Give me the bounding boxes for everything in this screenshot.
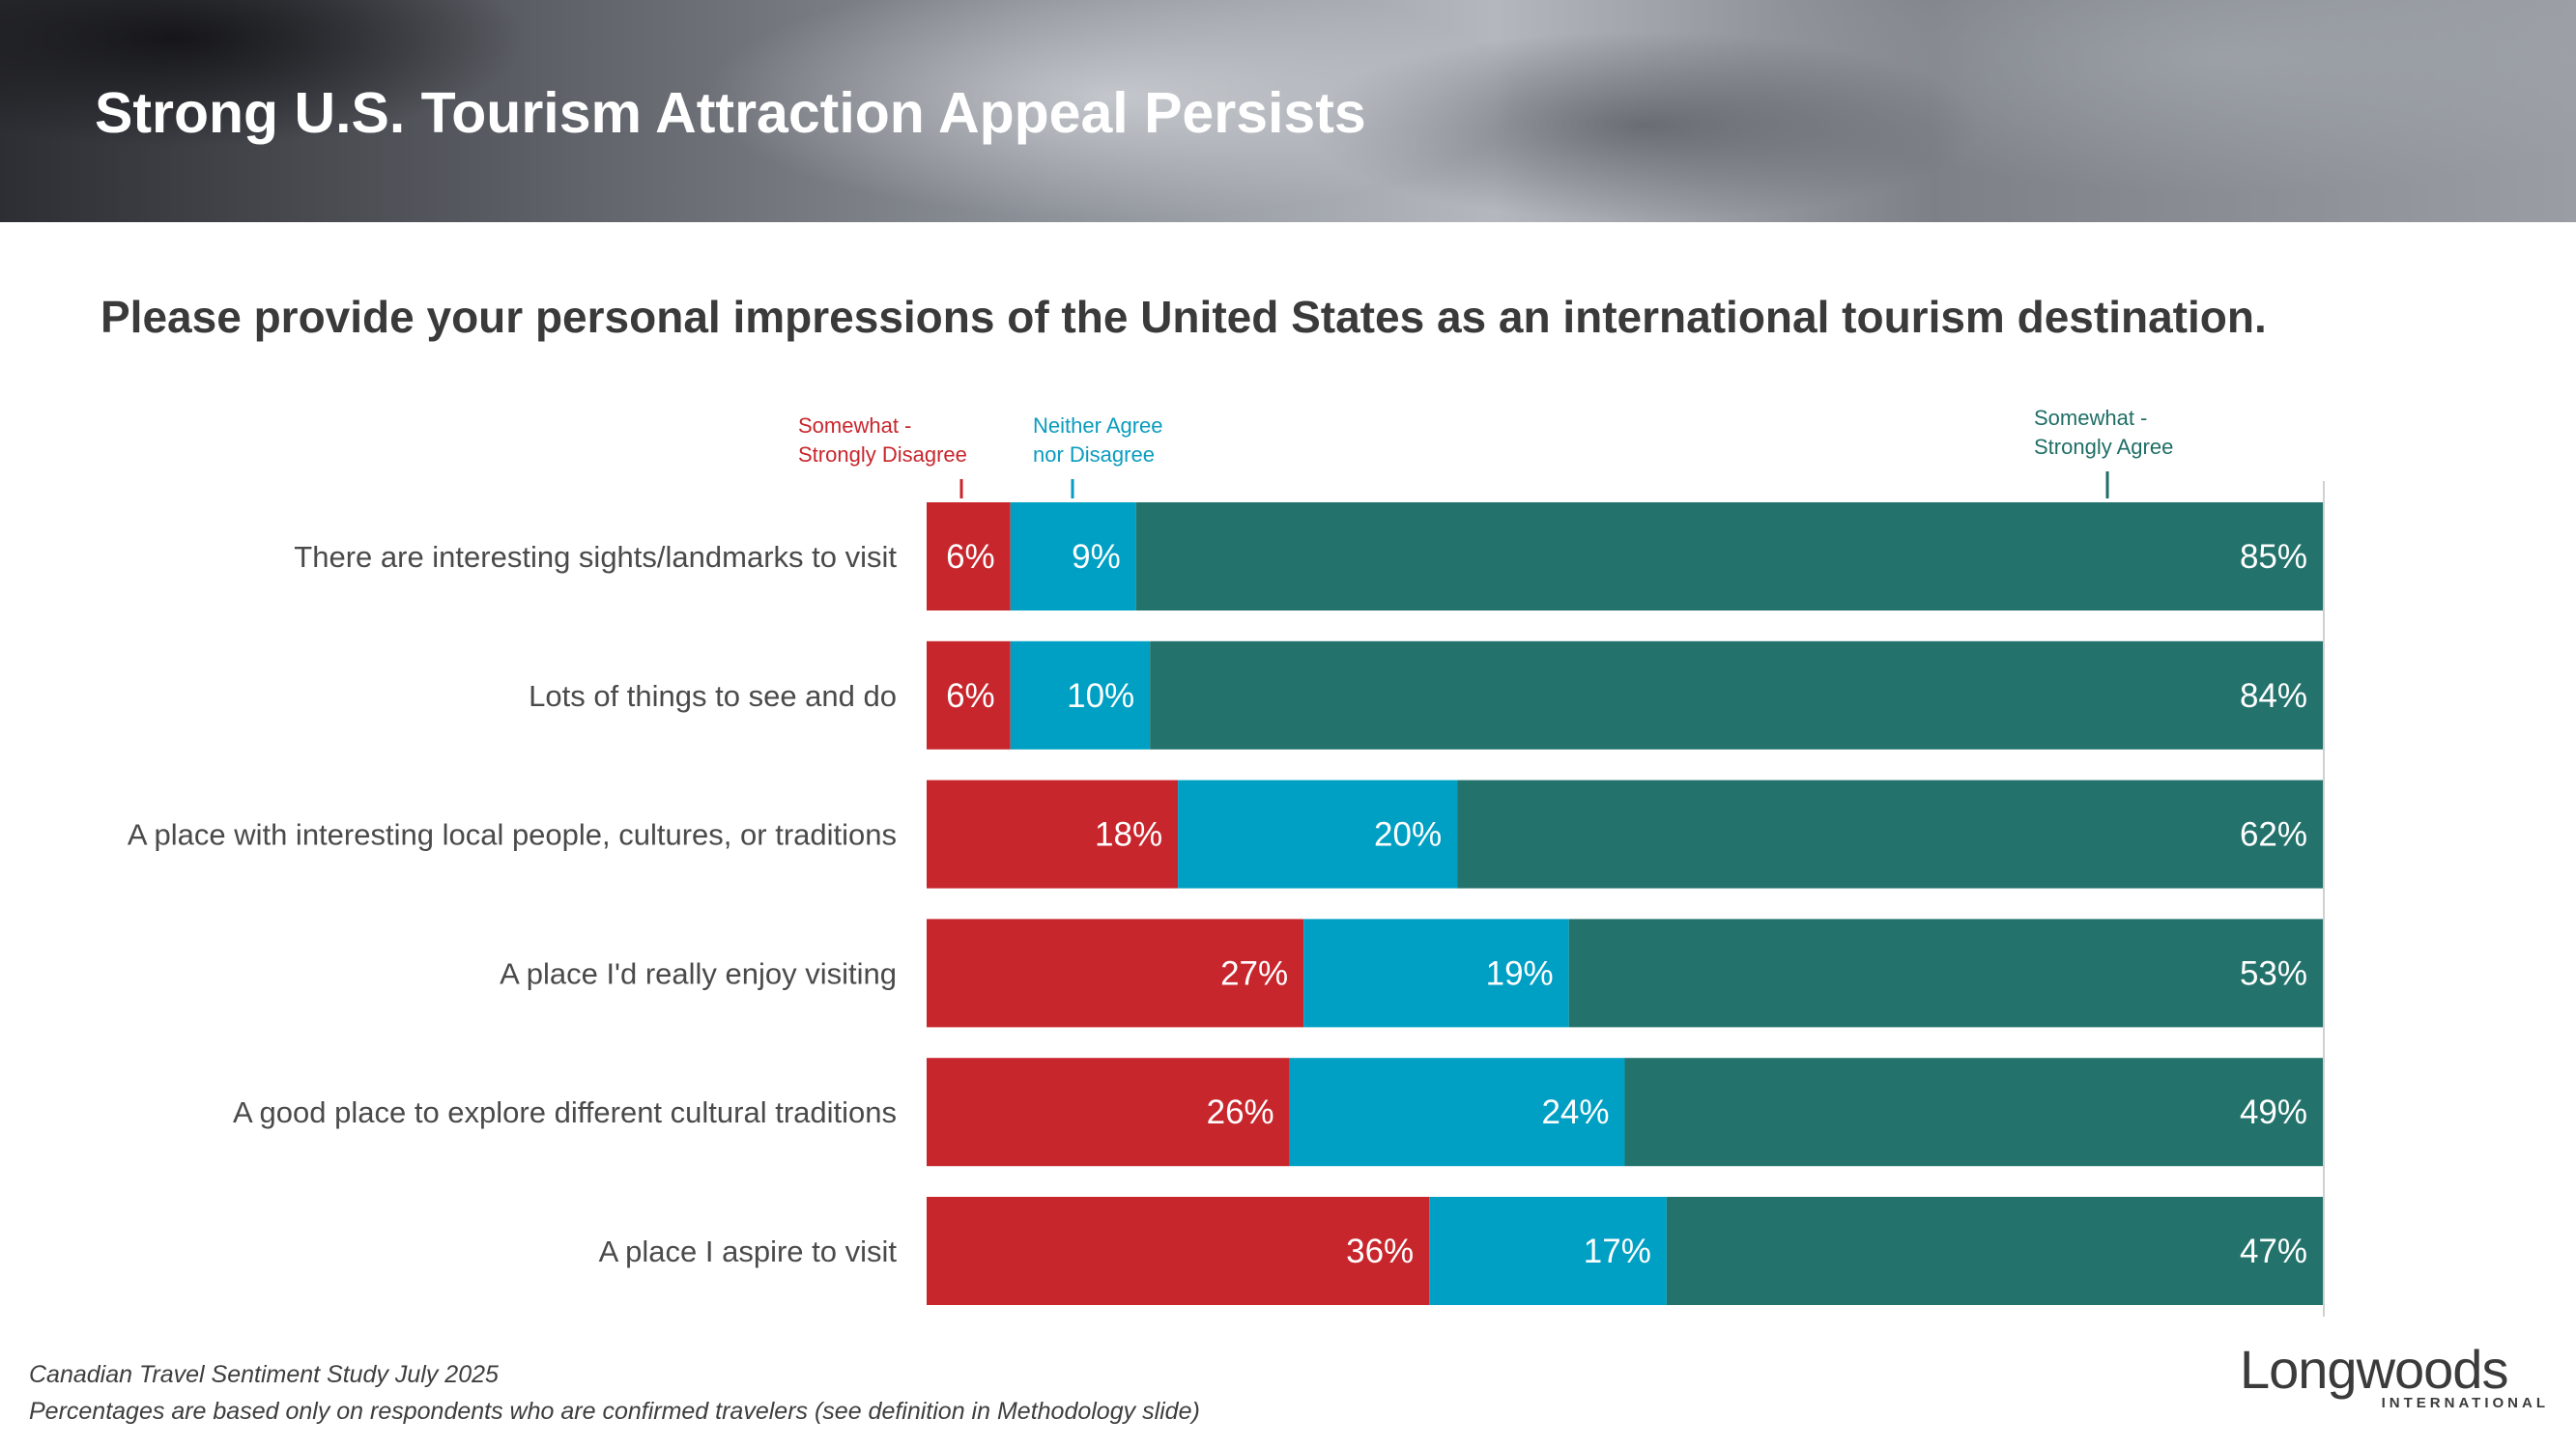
slide-title: Strong U.S. Tourism Attraction Appeal Pe… bbox=[95, 81, 1366, 145]
bar-disagree bbox=[927, 502, 1011, 610]
bar-disagree bbox=[927, 1197, 1430, 1305]
legend-label-neutral: Neither Agree bbox=[1033, 413, 1163, 438]
category-label: Lots of things to see and do bbox=[529, 679, 897, 713]
bar-label-neutral: 20% bbox=[1374, 816, 1442, 854]
bar-label-neutral: 19% bbox=[1486, 954, 1554, 992]
bar-label-disagree: 18% bbox=[1095, 816, 1162, 854]
bar-neutral bbox=[1010, 640, 1151, 750]
bar-label-agree: 49% bbox=[2240, 1093, 2307, 1131]
bar-label-disagree: 26% bbox=[1207, 1093, 1274, 1131]
method-note: Percentages are based only on respondent… bbox=[29, 1398, 1200, 1425]
legend-label-neutral: nor Disagree bbox=[1033, 442, 1155, 467]
bar-disagree bbox=[927, 919, 1304, 1028]
bar-label-agree: 53% bbox=[2240, 954, 2307, 992]
bar-neutral bbox=[1429, 1197, 1667, 1305]
category-label: A place with interesting local people, c… bbox=[128, 818, 897, 852]
bar-neutral bbox=[1289, 1058, 1625, 1167]
bar-label-disagree: 36% bbox=[1346, 1233, 1414, 1270]
bar-label-neutral: 9% bbox=[1072, 538, 1121, 576]
bar-label-agree: 84% bbox=[2240, 677, 2307, 715]
bar-neutral bbox=[1178, 780, 1458, 889]
bar-neutral bbox=[1303, 919, 1569, 1028]
legend-label-agree: Strongly Agree bbox=[2034, 435, 2173, 459]
bar-label-disagree: 6% bbox=[946, 677, 995, 715]
bar-disagree bbox=[927, 1058, 1290, 1167]
bar-label-neutral: 17% bbox=[1584, 1233, 1651, 1270]
bar-agree bbox=[1568, 919, 2323, 1028]
bar-label-neutral: 10% bbox=[1067, 677, 1134, 715]
bar-label-agree: 62% bbox=[2240, 816, 2307, 854]
bar-label-agree: 47% bbox=[2240, 1233, 2307, 1270]
category-label: A place I aspire to visit bbox=[599, 1235, 898, 1268]
legend-label-disagree: Strongly Disagree bbox=[798, 442, 967, 467]
bar-agree bbox=[1624, 1058, 2323, 1167]
legend-label-agree: Somewhat - bbox=[2034, 406, 2147, 430]
bar-agree bbox=[1666, 1197, 2323, 1305]
legend-label-disagree: Somewhat - bbox=[798, 413, 911, 438]
bar-label-disagree: 6% bbox=[946, 538, 995, 576]
bar-label-disagree: 27% bbox=[1220, 954, 1288, 992]
category-label: A place I'd really enjoy visiting bbox=[500, 956, 897, 990]
bar-neutral bbox=[1010, 502, 1136, 610]
logo-tagline: INTERNATIONAL bbox=[2381, 1395, 2549, 1411]
bar-disagree bbox=[927, 780, 1179, 889]
survey-question: Please provide your personal impressions… bbox=[100, 292, 2267, 342]
bar-agree bbox=[1135, 502, 2323, 610]
bar-agree bbox=[1150, 640, 2323, 750]
bar-agree bbox=[1457, 780, 2323, 889]
category-label: A good place to explore different cultur… bbox=[233, 1095, 897, 1129]
logo-wordmark: Longwoods bbox=[2240, 1339, 2508, 1400]
longwoods-logo: Longwoods INTERNATIONAL bbox=[2240, 1341, 2549, 1416]
bar-label-agree: 85% bbox=[2240, 538, 2307, 576]
category-label: There are interesting sights/landmarks t… bbox=[294, 540, 897, 574]
source-note: Canadian Travel Sentiment Study July 202… bbox=[29, 1361, 499, 1388]
header-banner: Strong U.S. Tourism Attraction Appeal Pe… bbox=[0, 0, 2576, 222]
bar-disagree bbox=[927, 640, 1011, 750]
bar-label-neutral: 24% bbox=[1541, 1093, 1609, 1131]
